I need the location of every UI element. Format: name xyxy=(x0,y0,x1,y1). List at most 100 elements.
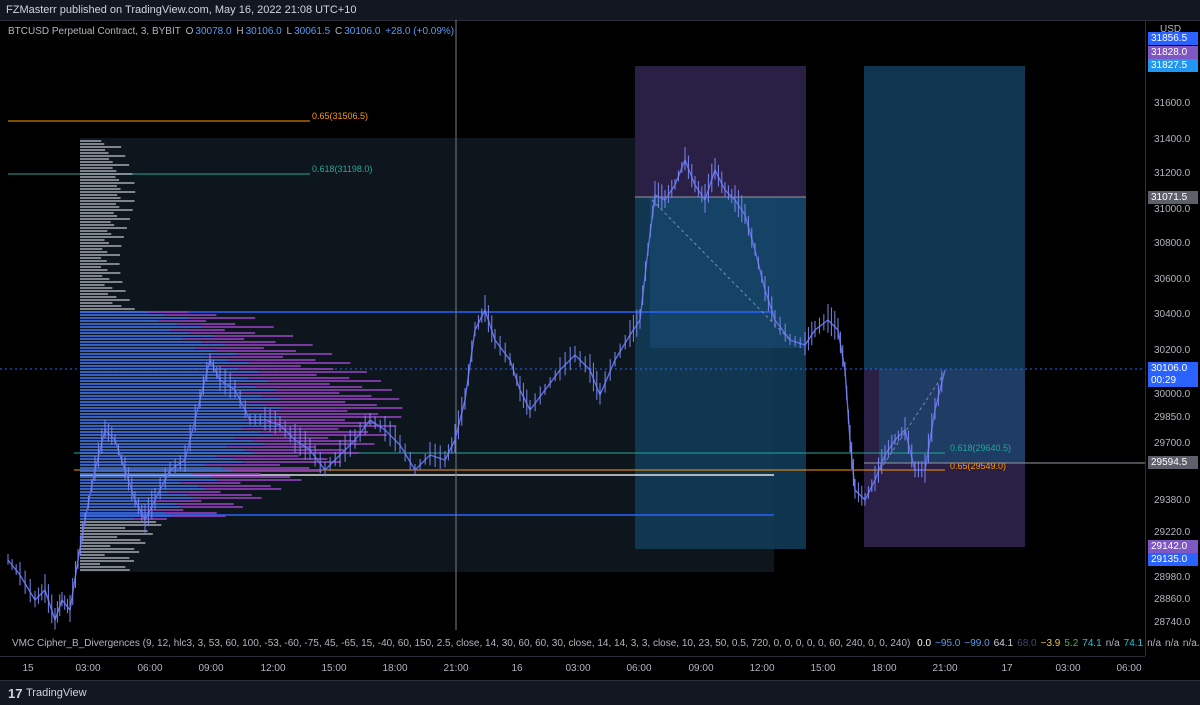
volume-profile-bar xyxy=(80,302,113,304)
volume-profile-bar xyxy=(80,275,103,277)
time-label: 06:00 xyxy=(1116,663,1142,674)
volume-profile-bar-sell xyxy=(202,341,276,343)
volume-profile-bar xyxy=(80,215,118,217)
volume-profile-bar xyxy=(80,233,112,235)
volume-profile-bar-sell xyxy=(265,404,377,406)
price-tag-mid-gray: 31071.5 xyxy=(1148,191,1198,204)
fib-right-0618-label: 0.618(29640.5) xyxy=(950,443,1012,453)
volume-profile-bar xyxy=(80,263,120,265)
volume-profile-bar-sell xyxy=(245,401,346,403)
volume-profile-bar-sell xyxy=(279,398,400,400)
tradingview-brand[interactable]: TradingView xyxy=(26,687,87,699)
countdown-tag: 00:29 xyxy=(1148,374,1198,387)
volume-profile-bar-sell xyxy=(277,425,397,427)
volume-profile-bar xyxy=(80,539,141,541)
price-tag-bottom-a: 29142.0 xyxy=(1148,540,1198,553)
price-label: 28980.0 xyxy=(1154,572,1191,583)
price-label: 29850.0 xyxy=(1154,412,1191,423)
volume-profile-bar xyxy=(80,227,127,229)
symbol-legend[interactable]: BTCUSD Perpetual Contract, 3, BYBIT O 300… xyxy=(8,26,456,37)
volume-profile-bar xyxy=(80,308,135,310)
volume-profile-bar xyxy=(80,521,156,523)
volume-profile-bar xyxy=(80,485,200,487)
volume-profile-bar-sell xyxy=(218,479,302,481)
volume-profile-bar xyxy=(80,218,130,220)
volume-profile-bar xyxy=(80,203,116,205)
volume-profile-bar xyxy=(80,146,122,148)
time-label: 16 xyxy=(511,663,523,674)
volume-profile-bar xyxy=(80,332,190,334)
volume-profile-bar-sell xyxy=(180,482,241,484)
time-label: 03:00 xyxy=(1055,663,1081,674)
projection-line xyxy=(651,199,791,341)
volume-profile-bar-sell xyxy=(193,497,262,499)
time-label: 06:00 xyxy=(626,663,652,674)
volume-profile-bar xyxy=(80,416,281,418)
fib-right-065-label: 0.65(29549.0) xyxy=(950,461,1007,471)
volume-profile-bar xyxy=(80,248,103,250)
volume-profile-bar xyxy=(80,566,126,568)
published-text: FZMasterr published on TradingView.com, … xyxy=(6,4,357,16)
volume-profile-bar xyxy=(80,320,159,322)
indicator-legend[interactable]: VMC Cipher_B_Divergences (9, 12, hlc3, 3… xyxy=(12,638,1200,649)
time-label: 12:00 xyxy=(260,663,286,674)
volume-profile-bar xyxy=(80,398,280,400)
volume-profile-bar xyxy=(80,350,215,352)
price-chart[interactable] xyxy=(0,20,1145,656)
tradingview-logo-icon[interactable]: 17 xyxy=(8,686,23,701)
volume-profile-bar-sell xyxy=(189,317,256,319)
price-label: 31000.0 xyxy=(1154,204,1191,215)
volume-profile-bar xyxy=(80,452,255,454)
price-label: 31600.0 xyxy=(1154,98,1191,109)
indicator-value: 0.0 xyxy=(917,638,932,649)
volume-profile-bar xyxy=(80,284,105,286)
volume-profile-bar xyxy=(80,299,130,301)
volume-profile-bar-sell xyxy=(134,518,167,520)
volume-profile-bar-sell xyxy=(189,332,256,334)
volume-profile-bar xyxy=(80,422,265,424)
volume-profile-bar xyxy=(80,365,218,367)
volume-profile-bar xyxy=(80,560,134,562)
volume-profile-bar-sell xyxy=(256,386,363,388)
volume-profile-bar xyxy=(80,506,182,508)
volume-profile-bar xyxy=(80,314,166,316)
volume-profile-bar xyxy=(80,449,245,451)
volume-profile-bar xyxy=(80,356,207,358)
volume-profile-bar-sell xyxy=(281,407,403,409)
volume-profile-bar xyxy=(80,530,148,532)
time-label: 18:00 xyxy=(382,663,408,674)
volume-profile-bar-sell xyxy=(182,338,245,340)
price-axis[interactable]: USD 31856.5 31828.0 31827.5 31600.0 3140… xyxy=(1145,20,1200,656)
volume-profile-bar-sell xyxy=(175,503,234,505)
published-bar: FZMasterr published on TradingView.com, … xyxy=(0,0,1200,21)
time-label: 21:00 xyxy=(932,663,958,674)
volume-profile-bar xyxy=(80,206,120,208)
volume-profile-bar-sell xyxy=(231,470,322,472)
time-label: 09:00 xyxy=(688,663,714,674)
volume-profile-bar xyxy=(80,197,121,199)
indicator-value: −3.9 xyxy=(1040,638,1061,649)
price-label: 28860.0 xyxy=(1154,594,1191,605)
volume-profile-bar xyxy=(80,155,126,157)
volume-profile-bar xyxy=(80,557,130,559)
volume-profile-bar-sell xyxy=(274,389,392,391)
indicator-value: −95.0 xyxy=(935,638,961,649)
volume-profile-bar-sell xyxy=(243,461,342,463)
open-value: 30078.0 xyxy=(195,26,232,37)
currency-label: USD xyxy=(1160,24,1182,35)
volume-profile-bar xyxy=(80,464,206,466)
projection-line-2 xyxy=(879,371,946,471)
price-label: 30800.0 xyxy=(1154,238,1191,249)
volume-profile-bar xyxy=(80,434,272,436)
volume-profile-bar xyxy=(80,335,214,337)
footer-bar: 17 TradingView xyxy=(0,680,1200,705)
time-axis[interactable]: 15 03:00 06:00 09:00 12:00 15:00 18:00 2… xyxy=(0,656,1145,681)
volume-profile-bar-sell xyxy=(206,356,283,358)
volume-profile-bar xyxy=(80,362,250,364)
volume-profile-bar-sell xyxy=(187,494,252,496)
volume-profile-bar xyxy=(80,164,130,166)
volume-profile-bar-sell xyxy=(167,491,221,493)
volume-profile-bar xyxy=(80,266,102,268)
volume-profile-bar xyxy=(80,515,172,517)
volume-profile-bar xyxy=(80,542,146,544)
